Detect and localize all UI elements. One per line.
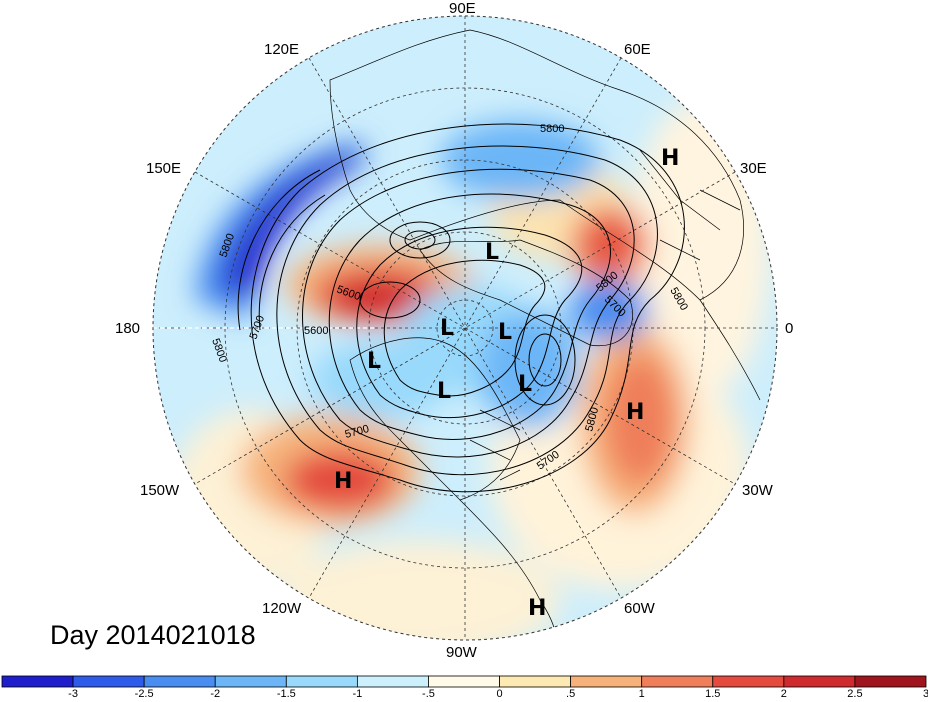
colorbar-swatch — [499, 675, 572, 688]
colorbar-tick-label: -.5 — [422, 688, 435, 700]
low-pressure-label: L — [440, 316, 455, 341]
lon-label-0: 0 — [785, 320, 794, 337]
high-pressure-label: H — [334, 469, 353, 494]
colorbar-swatch — [712, 675, 785, 688]
colorbar-swatch — [1, 675, 74, 688]
high-pressure-label: H — [626, 400, 645, 425]
colorbar-swatch — [143, 675, 216, 688]
high-pressure-label: H — [528, 596, 547, 621]
colorbar-swatch — [214, 675, 287, 688]
colorbar-swatch — [72, 675, 145, 688]
colorbar-tick-label: -2 — [210, 688, 221, 700]
lon-label-90w: 90W — [446, 644, 477, 661]
lon-label-30e: 30E — [740, 160, 767, 177]
low-pressure-label: L — [485, 240, 500, 265]
colorbar-tick-label: 3 — [922, 688, 928, 700]
lon-label-60e: 60E — [624, 41, 651, 58]
graticule — [153, 16, 777, 640]
height-contours — [237, 123, 685, 493]
low-pressure-label: L — [498, 320, 513, 345]
lon-label-90e: 90E — [449, 0, 476, 17]
contour-label: 5800 — [540, 123, 564, 135]
lon-label-120w: 120W — [262, 600, 302, 617]
colorbar-swatch — [570, 675, 643, 688]
colorbar-tick-label: 1.5 — [705, 688, 721, 700]
colorbar-tick-label: .5 — [566, 688, 576, 700]
colorbar — [1, 675, 927, 688]
map-boundary — [152, 15, 778, 641]
colorbar-tick-label: 1 — [638, 688, 645, 700]
lon-label-60w: 60W — [624, 600, 655, 617]
coastlines — [329, 29, 761, 640]
lon-label-30w: 30W — [742, 482, 773, 499]
colorbar-tick-label: 0 — [496, 688, 503, 700]
day-label: Day 2014021018 — [50, 620, 256, 650]
lon-label-180: 180 — [115, 320, 141, 337]
colorbar-tick-label: -2.5 — [134, 688, 154, 700]
colorbar-swatch — [428, 675, 500, 688]
colorbar-tick-label: -1 — [352, 688, 363, 700]
low-pressure-label: L — [518, 372, 533, 397]
colorbar-swatch — [285, 675, 358, 688]
colorbar-swatch — [783, 675, 856, 688]
lon-label-150e: 150E — [146, 160, 182, 177]
lon-label-120e: 120E — [264, 41, 300, 58]
colorbar-tick-label: 2 — [780, 688, 787, 700]
contour-label: 5600 — [304, 325, 328, 337]
colorbar-swatch — [356, 675, 429, 688]
lon-label-150w: 150W — [140, 482, 180, 499]
low-pressure-label: L — [367, 349, 382, 374]
colorbar-tick-label: 2.5 — [847, 688, 863, 700]
low-pressure-label: L — [437, 379, 452, 404]
colorbar-tick-label: -3 — [68, 688, 78, 700]
high-pressure-label: H — [661, 146, 680, 171]
colorbar-tick-label: -1.5 — [276, 688, 296, 700]
colorbar-swatch — [641, 675, 714, 688]
colorbar-swatch — [854, 675, 927, 688]
